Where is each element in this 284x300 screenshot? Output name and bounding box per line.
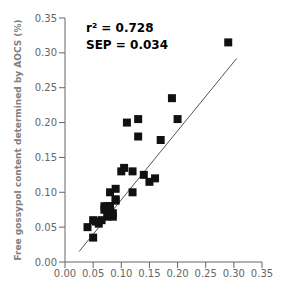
html-text:SEP = 0.034: SEP = 0.034 <box>86 37 168 52</box>
svg-text:0.10: 0.10 <box>110 268 132 279</box>
svg-text:0.25: 0.25 <box>35 82 57 93</box>
svg-text:0.20: 0.20 <box>35 117 57 128</box>
svg-text:0.20: 0.20 <box>166 268 188 279</box>
svg-text:0.35: 0.35 <box>251 268 273 279</box>
svg-text:0.15: 0.15 <box>35 152 57 163</box>
svg-text:0.05: 0.05 <box>35 222 57 233</box>
svg-text:Free gossypol content determin: Free gossypol content determined by AOCS… <box>13 19 23 260</box>
svg-text:0.10: 0.10 <box>35 187 57 198</box>
svg-text:0.00: 0.00 <box>35 257 57 268</box>
svg-text:0.30: 0.30 <box>35 47 57 58</box>
svg-text:0.35: 0.35 <box>35 13 57 24</box>
svg-text:0.30: 0.30 <box>223 268 245 279</box>
svg-text:0.05: 0.05 <box>82 268 104 279</box>
svg-text:0.00: 0.00 <box>54 268 76 279</box>
svg-text:0.15: 0.15 <box>138 268 160 279</box>
html-text:r² = 0.728: r² = 0.728 <box>86 21 154 35</box>
svg-text:0.25: 0.25 <box>195 268 217 279</box>
